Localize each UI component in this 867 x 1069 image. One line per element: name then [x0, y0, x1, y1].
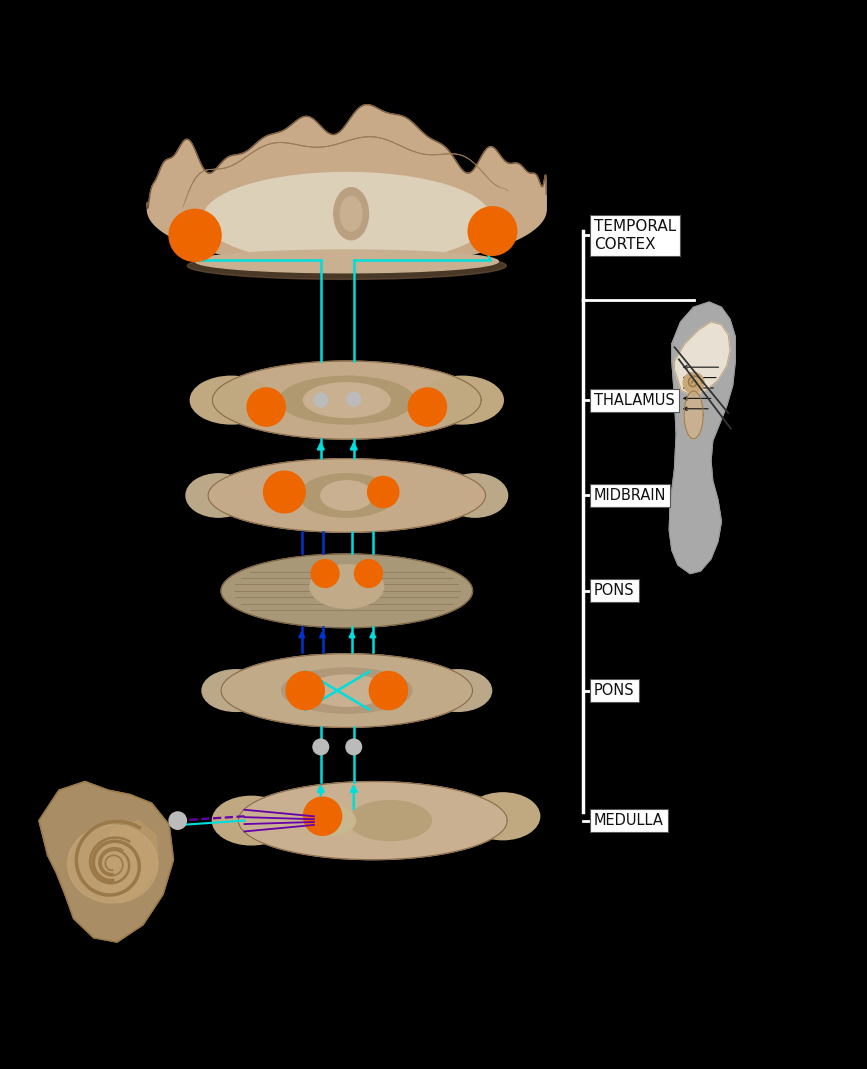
Text: MIDBRAIN: MIDBRAIN: [594, 487, 667, 503]
Ellipse shape: [424, 670, 492, 711]
Ellipse shape: [299, 474, 394, 517]
Circle shape: [169, 210, 221, 262]
Circle shape: [314, 393, 328, 407]
Circle shape: [355, 560, 382, 587]
Ellipse shape: [203, 172, 491, 264]
Ellipse shape: [186, 474, 251, 517]
Polygon shape: [95, 821, 158, 903]
Polygon shape: [39, 781, 173, 942]
Text: THALAMUS: THALAMUS: [594, 392, 675, 407]
Ellipse shape: [212, 796, 290, 845]
Polygon shape: [669, 303, 735, 573]
Ellipse shape: [282, 668, 412, 713]
Circle shape: [169, 812, 186, 830]
Ellipse shape: [221, 554, 473, 628]
Circle shape: [303, 797, 342, 835]
Ellipse shape: [334, 188, 368, 239]
Circle shape: [347, 392, 361, 406]
Circle shape: [346, 739, 362, 755]
Ellipse shape: [321, 481, 373, 510]
Ellipse shape: [212, 361, 481, 439]
Ellipse shape: [310, 564, 383, 608]
Circle shape: [408, 388, 447, 427]
Ellipse shape: [195, 250, 499, 273]
Circle shape: [683, 372, 704, 393]
Circle shape: [286, 671, 324, 710]
Ellipse shape: [187, 252, 506, 279]
Text: PONS: PONS: [594, 683, 635, 698]
Ellipse shape: [238, 781, 507, 859]
Circle shape: [264, 471, 305, 513]
Circle shape: [247, 388, 285, 427]
Ellipse shape: [190, 376, 272, 424]
Ellipse shape: [421, 376, 503, 424]
Ellipse shape: [340, 197, 362, 231]
Ellipse shape: [202, 670, 270, 711]
Text: PONS: PONS: [594, 584, 635, 599]
Polygon shape: [68, 825, 158, 903]
Ellipse shape: [303, 383, 390, 418]
Ellipse shape: [349, 801, 432, 840]
Circle shape: [369, 671, 407, 710]
Text: MEDULLA: MEDULLA: [594, 814, 664, 828]
Polygon shape: [675, 322, 730, 396]
Circle shape: [313, 739, 329, 755]
Circle shape: [468, 206, 517, 255]
Ellipse shape: [221, 654, 473, 727]
Text: TEMPORAL
CORTEX: TEMPORAL CORTEX: [594, 219, 676, 251]
Polygon shape: [147, 105, 546, 267]
Ellipse shape: [684, 391, 703, 438]
Ellipse shape: [443, 474, 508, 517]
Ellipse shape: [279, 376, 414, 424]
Ellipse shape: [466, 793, 539, 839]
Circle shape: [368, 477, 399, 508]
Ellipse shape: [208, 459, 486, 532]
Ellipse shape: [308, 675, 386, 707]
Ellipse shape: [303, 805, 355, 836]
Circle shape: [311, 560, 339, 587]
